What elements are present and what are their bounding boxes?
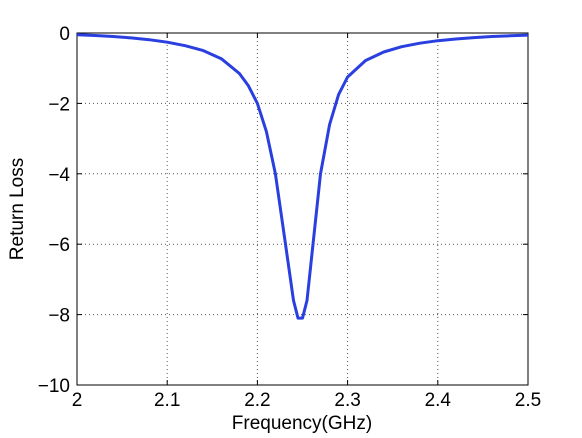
- y-tick-label: −8: [48, 306, 70, 327]
- y-tick-label: 0: [59, 24, 70, 45]
- x-tick-label: 2.3: [334, 390, 360, 411]
- tick-marks: [76, 32, 529, 386]
- x-tick-label: 2: [72, 390, 83, 411]
- y-tick-labels: 0 −2 −4 −6 −8 −10: [38, 24, 71, 397]
- grid-lines: [77, 33, 528, 385]
- y-tick-label: −2: [48, 94, 70, 115]
- series-layer: [76, 33, 529, 320]
- x-tick-label: 2.2: [244, 390, 270, 411]
- x-tick-labels: 2 2.1 2.2 2.3 2.4 2.5: [72, 390, 542, 411]
- axes-box: [76, 32, 529, 386]
- x-tick-label: 2.5: [515, 390, 541, 411]
- y-tick-label: −4: [48, 165, 70, 186]
- y-axis-title: Return Loss: [7, 158, 28, 260]
- x-tick-label: 2.1: [154, 390, 180, 411]
- x-axis-title: Frequency(GHz): [232, 413, 372, 434]
- y-tick-label: −6: [48, 235, 70, 256]
- y-tick-label: −10: [38, 376, 70, 397]
- series-line: [76, 33, 529, 320]
- x-tick-label: 2.4: [425, 390, 452, 411]
